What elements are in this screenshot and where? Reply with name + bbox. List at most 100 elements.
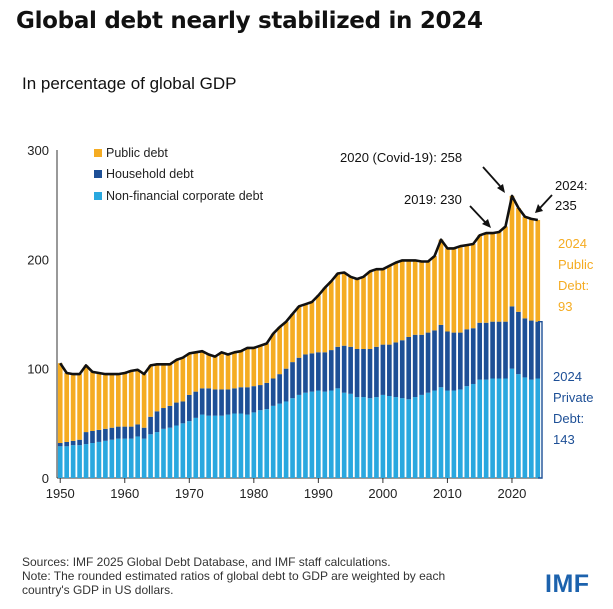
bar-corporate: [148, 434, 153, 478]
bar-corporate: [328, 390, 334, 478]
bar-public: [90, 371, 95, 431]
bar-corporate: [245, 414, 250, 478]
bar-household: [57, 443, 63, 447]
annotation-covid-arrowhead: [497, 184, 505, 193]
bar-public: [232, 352, 237, 389]
bar-corporate: [251, 412, 257, 478]
annotation-covid: 2020 (Covid-19): 258: [340, 150, 462, 165]
bar-corporate: [490, 378, 495, 478]
bar-corporate: [238, 413, 244, 478]
bar-public: [167, 364, 173, 406]
footnote: Sources: IMF 2025 Global Debt Database, …: [22, 555, 522, 597]
bar-household: [374, 346, 379, 398]
bar-corporate: [154, 432, 160, 478]
bar-public: [245, 347, 250, 388]
bar-household: [393, 342, 399, 398]
bar-public: [309, 301, 315, 354]
bar-public: [470, 244, 476, 329]
bar-corporate: [522, 377, 528, 478]
bar-corporate: [186, 421, 192, 478]
bar-public: [83, 365, 89, 433]
bar-household: [303, 354, 308, 393]
x-tick-label: 2010: [433, 486, 462, 501]
bar-household: [335, 346, 341, 389]
annotation-covid-arrow: [482, 166, 501, 187]
bar-public: [180, 357, 186, 402]
bar-household: [316, 352, 321, 391]
bar-corporate: [387, 396, 392, 478]
bar-household: [154, 411, 160, 433]
bar-corporate: [103, 440, 108, 478]
bar-public: [445, 248, 450, 332]
bar-corporate: [470, 383, 476, 478]
bar-public: [212, 356, 218, 390]
bar-public: [503, 226, 508, 322]
bar-household: [70, 440, 76, 446]
bar-household: [399, 340, 405, 399]
bar-corporate: [438, 387, 444, 478]
bar-public: [399, 260, 405, 341]
bar-corporate: [503, 378, 508, 478]
bar-household: [103, 428, 108, 441]
bar-public: [257, 345, 263, 386]
bar-household: [425, 332, 431, 393]
bar-corporate: [135, 436, 140, 478]
bar-household: [522, 318, 528, 378]
bar-corporate: [399, 398, 405, 478]
bar-corporate: [367, 398, 373, 478]
bar-household: [199, 388, 205, 415]
bar-corporate: [212, 415, 218, 478]
bar-household: [90, 430, 95, 444]
annotation-private-debt: Private: [553, 390, 593, 405]
bar-household: [309, 353, 315, 392]
bar-corporate: [309, 391, 315, 478]
bar-public: [96, 373, 102, 430]
bar-public: [277, 327, 282, 375]
y-tick-label: 300: [27, 143, 49, 158]
bar-household: [251, 386, 257, 413]
weighting-note-cont: country's GDP in US dollars.: [22, 583, 174, 597]
bar-public: [316, 295, 321, 353]
bar-public: [419, 261, 424, 335]
bar-household: [167, 405, 173, 428]
bar-public: [206, 354, 211, 389]
annotation-2024-arrow: [539, 194, 553, 209]
bar-corporate: [412, 397, 418, 478]
bar-public: [270, 333, 276, 379]
bar-public: [432, 256, 437, 331]
bar-household: [64, 441, 70, 447]
bar-public: [238, 351, 244, 388]
bar-public: [393, 262, 399, 343]
bar-corporate: [225, 414, 231, 478]
bar-household: [496, 321, 502, 379]
bar-household: [161, 408, 166, 429]
bar-public: [483, 233, 489, 323]
bar-public: [141, 374, 147, 428]
bar-household: [361, 348, 366, 398]
x-tick-label: 2000: [368, 486, 397, 501]
bar-household: [290, 362, 295, 399]
bar-public: [322, 287, 328, 353]
bar-corporate: [496, 378, 502, 478]
bar-public: [296, 306, 302, 358]
legend-label: Household debt: [106, 167, 194, 181]
bar-corporate: [528, 379, 534, 478]
bar-corporate: [257, 410, 263, 478]
legend-swatch: [94, 170, 102, 178]
bar-corporate: [374, 397, 379, 478]
bar-corporate: [380, 394, 386, 478]
bar-household: [509, 306, 515, 369]
bar-household: [451, 332, 457, 391]
legend-swatch: [94, 192, 102, 200]
bar-household: [354, 348, 360, 398]
bar-public: [219, 352, 224, 390]
x-tick-label: 1980: [239, 486, 268, 501]
bar-corporate: [167, 427, 173, 478]
bar-public: [161, 364, 166, 409]
bar-public: [199, 351, 205, 389]
x-tick-label: 1990: [304, 486, 333, 501]
bar-corporate: [109, 439, 115, 478]
bar-household: [438, 324, 444, 388]
bar-public: [335, 273, 341, 347]
bar-household: [432, 330, 437, 391]
